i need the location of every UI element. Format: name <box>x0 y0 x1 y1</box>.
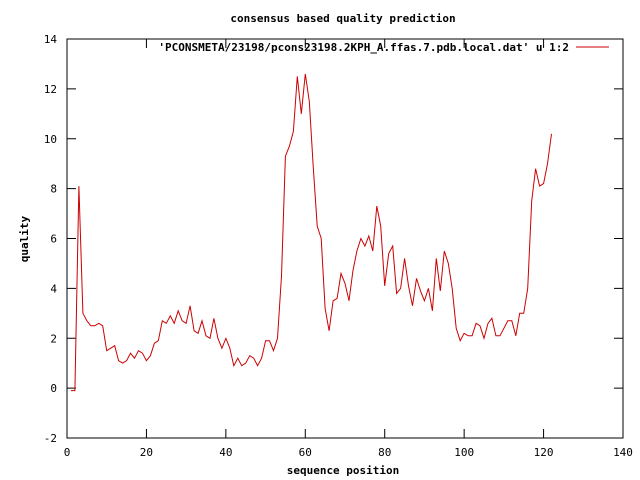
x-axis-label: sequence position <box>287 464 400 477</box>
x-axis-ticks: 0 20 40 60 80 100 120 140 <box>64 39 633 459</box>
x-tick-label: 120 <box>534 446 554 459</box>
plot-area-border <box>66 38 624 439</box>
x-tick-label: 0 <box>64 446 71 459</box>
x-tick-label: 80 <box>378 446 391 459</box>
y-axis-label: quality <box>18 215 31 262</box>
y-tick-label: 0 <box>50 382 57 395</box>
series-group <box>71 73 552 392</box>
y-tick-label: -2 <box>44 432 57 445</box>
y-tick-label: 14 <box>44 33 58 46</box>
y-tick-label: 6 <box>50 233 57 246</box>
plot-frame <box>66 38 624 439</box>
x-tick-label: 140 <box>613 446 633 459</box>
x-tick-label: 100 <box>454 446 474 459</box>
y-tick-label: 10 <box>44 133 57 146</box>
y-axis-ticks: -2 0 2 4 6 8 10 12 14 <box>44 33 623 445</box>
x-tick-label: 40 <box>219 446 232 459</box>
series-line-0 <box>71 73 552 392</box>
chart-title: consensus based quality prediction <box>230 12 455 25</box>
legend: 'PCONSMETA/23198/pcons23198.2KPH_A.ffas.… <box>158 41 609 54</box>
y-tick-label: 2 <box>50 332 57 345</box>
y-tick-label: 8 <box>50 183 57 196</box>
x-tick-label: 60 <box>299 446 312 459</box>
legend-entry-label: 'PCONSMETA/23198/pcons23198.2KPH_A.ffas.… <box>158 41 569 54</box>
y-tick-label: 4 <box>50 282 57 295</box>
y-tick-label: 12 <box>44 83 57 96</box>
x-tick-label: 20 <box>140 446 153 459</box>
